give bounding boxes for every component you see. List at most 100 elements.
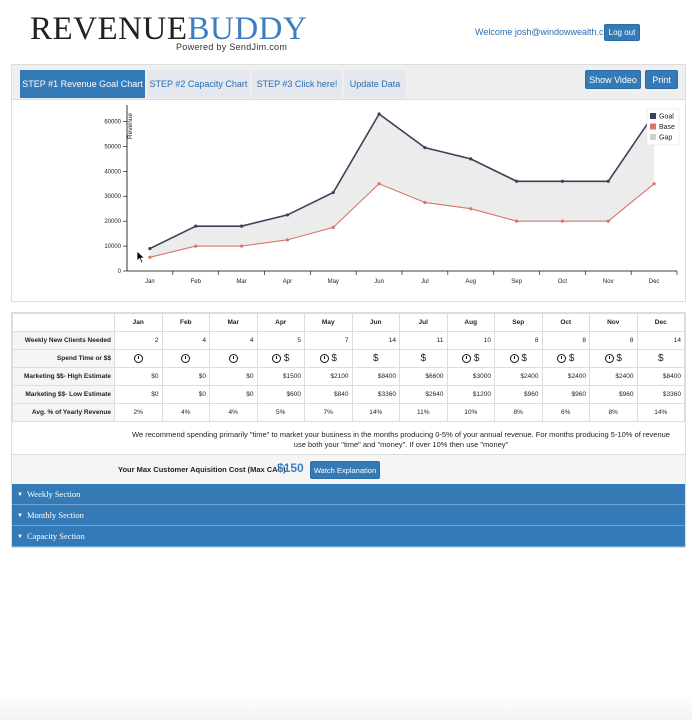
table-cell: $960 — [541, 385, 590, 404]
page-footer — [0, 695, 692, 720]
print-button[interactable]: Print — [645, 70, 678, 89]
caret-down-icon: ▼ — [17, 534, 23, 540]
spend-type-cell — [209, 349, 258, 368]
y-tick-label: 40000 — [104, 169, 121, 175]
show-video-button[interactable]: Show Video — [585, 70, 641, 89]
goal-point — [331, 190, 335, 195]
month-header: Aug — [446, 313, 495, 332]
clock-icon — [462, 354, 472, 363]
table-cell: 4% — [209, 403, 258, 422]
table-cell: 5 — [256, 331, 305, 350]
table-cell: 10% — [446, 403, 495, 422]
logo-text-buddy: BUDDY — [187, 11, 308, 47]
table-cell: $2400 — [494, 367, 543, 386]
row-label: Avg. % of Yearly Revenue — [12, 403, 115, 422]
table-cell: $0 — [114, 385, 163, 404]
month-header: Feb — [161, 313, 210, 332]
y-tick-label: 20000 — [104, 219, 121, 225]
data-table-panel: Jan Feb Mar Apr May Jun Jul Aug Sep Oct Nov Dec Wee… — [11, 312, 686, 548]
dollar-icon: $ — [328, 353, 337, 364]
base-point — [148, 255, 152, 259]
mouse-cursor-icon — [136, 250, 146, 264]
section-label: Capacity Section — [26, 531, 85, 541]
capacity-section-header[interactable]: ▼ Capacity Section — [12, 526, 685, 547]
table-cell: $0 — [209, 367, 258, 386]
x-tick-label: Dec — [649, 279, 660, 285]
tab-revenue-goal-chart[interactable]: STEP #1 Revenue Goal Chart — [20, 70, 145, 98]
x-tick-label: Aug — [465, 279, 476, 285]
watch-explanation-button[interactable]: Watch Explanation — [310, 461, 380, 479]
logo-subtitle: Powered by SendJim.com — [176, 42, 288, 52]
monthly-section-header[interactable]: ▼ Monthly Section — [12, 505, 685, 526]
spend-type-cell: $ — [446, 349, 495, 368]
section-label: Monthly Section — [26, 510, 84, 520]
table-cell: 14% — [636, 403, 685, 422]
dollar-icon: $ — [281, 353, 290, 364]
x-tick-label: May — [328, 279, 339, 285]
table-cell: $2400 — [589, 367, 638, 386]
goal-point — [423, 146, 427, 150]
spend-type-cell: $ — [304, 349, 353, 368]
table-cell: $6600 — [399, 367, 448, 386]
month-header: Oct — [541, 313, 590, 332]
logout-button[interactable]: Log out — [604, 24, 640, 41]
revenue-chart: 0 10000 20000 30000 40000 50000 60000 Revenue Ja… — [104, 105, 680, 285]
table-cell: $8400 — [351, 367, 400, 386]
goal-point — [560, 179, 565, 183]
gap-area — [149, 113, 655, 258]
clock-icon — [272, 354, 282, 363]
month-header: Mar — [209, 313, 258, 332]
y-tick-label: 0 — [118, 269, 122, 275]
dollar-icon: $ — [372, 353, 379, 364]
tab-click-here[interactable]: STEP #3 Click here! — [252, 70, 342, 98]
legend-swatch — [650, 134, 656, 140]
goal-point — [377, 112, 381, 116]
welcome-link[interactable]: Welcome josh@windowwealth.com — [475, 27, 617, 37]
spend-type-cell: $ — [399, 349, 448, 368]
table-cell: 8% — [589, 403, 638, 422]
x-tick-label: Jan — [145, 279, 155, 285]
table-header-row: Jan Feb Mar Apr May Jun Jul Aug Sep Oct Nov Dec — [12, 313, 685, 332]
table-cell: 8% — [494, 403, 543, 422]
clock-icon — [319, 354, 329, 363]
table-cell: 7% — [304, 403, 353, 422]
base-point — [423, 200, 427, 205]
table-cell: 11 — [399, 331, 448, 350]
tab-update-data[interactable]: Update Data — [344, 70, 406, 98]
table-cell: 8 — [589, 331, 638, 350]
goal-point — [285, 213, 290, 217]
cac-row: Your Max Customer Aquisition Cost (Max C… — [12, 454, 685, 485]
spend-type-cell: $ — [589, 349, 638, 368]
goal-point — [148, 246, 152, 251]
clock-icon — [181, 354, 191, 363]
month-header: Jun — [351, 313, 400, 332]
clock-icon — [604, 354, 614, 363]
legend-swatch — [650, 123, 656, 130]
goal-point — [606, 179, 610, 183]
row-label: Marketing $$- High Estimate — [12, 367, 115, 386]
legend-label: Goal — [659, 114, 674, 121]
table-cell: $8400 — [636, 367, 685, 386]
recommendation-box: We recommend spending primarily "time" t… — [12, 424, 685, 454]
weekly-section-header[interactable]: ▼ Weekly Section — [12, 484, 685, 505]
row-label: Weekly New Clients Needed — [12, 331, 115, 350]
table-cell: 10 — [446, 331, 495, 350]
caret-down-icon: ▼ — [17, 492, 23, 498]
spend-type-cell — [161, 349, 210, 368]
x-tick-label: Jul — [421, 279, 429, 285]
tab-bar: STEP #1 Revenue Goal Chart STEP #2 Capac… — [12, 65, 685, 100]
tab-capacity-chart[interactable]: STEP #2 Capacity Chart — [147, 70, 250, 98]
dollar-icon: $ — [657, 353, 664, 364]
month-header: Sep — [494, 313, 543, 332]
base-point — [194, 244, 198, 248]
x-tick-label: Sep — [511, 279, 522, 285]
x-tick-label: Feb — [191, 279, 202, 285]
spend-type-cell: $ — [256, 349, 305, 368]
y-tick-label: 50000 — [104, 144, 121, 150]
goal-point — [514, 179, 519, 183]
legend-label: Base — [659, 124, 675, 131]
spend-type-cell — [114, 349, 163, 368]
x-tick-label: Mar — [236, 279, 246, 285]
base-point — [514, 219, 519, 223]
table-row: Weekly New Clients Needed 2 4 4 5 7 14 11 10 8 8 8 1… — [12, 331, 685, 350]
